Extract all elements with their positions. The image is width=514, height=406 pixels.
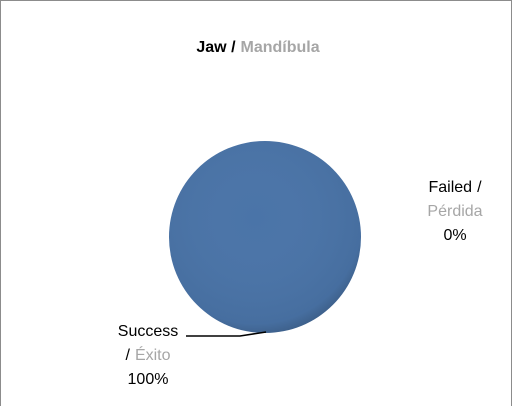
pie-shade (169, 141, 361, 333)
data-label-value: 0% (443, 227, 466, 244)
label-part: Success (118, 323, 178, 340)
label-part: Éxito (135, 345, 171, 364)
label-part: Pérdida (427, 203, 482, 220)
label-part: Failed (428, 179, 472, 196)
title-part: Jaw / (196, 39, 236, 56)
leader-line (186, 331, 267, 337)
label-part: / (477, 179, 482, 196)
data-label-name: Pérdida (427, 203, 482, 220)
label-part: / (125, 347, 130, 364)
title-part: Mandíbula (241, 39, 320, 56)
data-label-name: Failed / (428, 179, 482, 196)
chart-title: Jaw / Mandíbula (196, 39, 319, 56)
data-label-value: 100% (128, 371, 169, 388)
data-label-name: Success (118, 323, 178, 340)
data-label-name: / Éxito (125, 345, 170, 364)
